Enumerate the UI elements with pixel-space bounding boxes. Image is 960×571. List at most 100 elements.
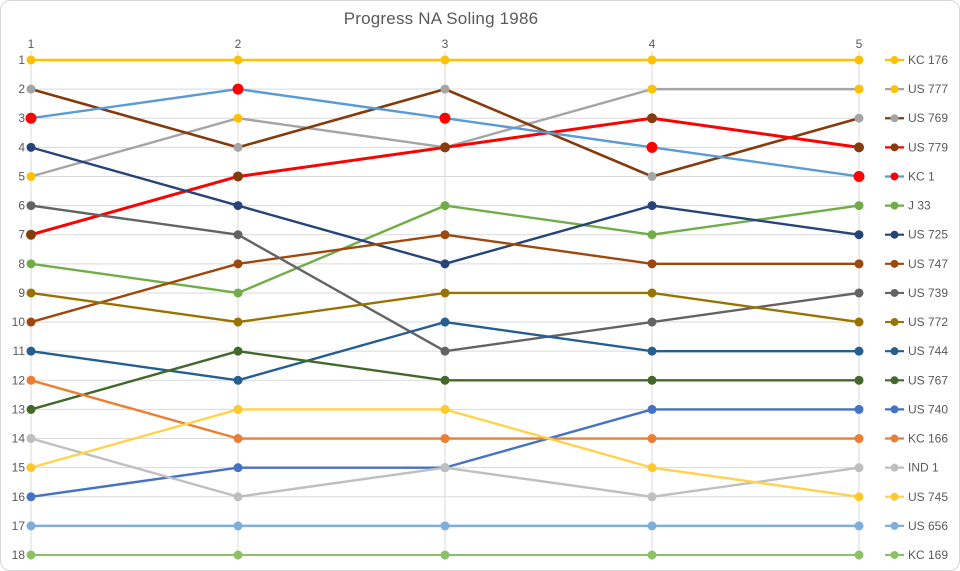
legend-item-kc-166: KC 166	[885, 432, 948, 446]
data-point-marker-us-769	[647, 171, 657, 181]
legend-marker-icon-us-777	[890, 85, 899, 94]
data-point-marker-kc-169	[233, 550, 243, 560]
data-point-marker-us-769	[26, 84, 36, 94]
legend-marker-icon-kc-1	[890, 172, 899, 181]
legend-marker-icon-us-656	[890, 521, 899, 530]
data-point-marker-us-740	[647, 404, 657, 414]
x-axis-tick-label: 4	[649, 37, 656, 51]
legend-marker-icon-us-725	[890, 230, 899, 239]
data-point-marker-kc-169	[647, 550, 657, 560]
data-point-marker-us-747	[233, 259, 243, 269]
legend-item-us-747: US 747	[885, 257, 948, 271]
legend-marker-icon-us-744	[890, 347, 899, 356]
data-point-marker-us-779	[233, 171, 243, 182]
data-point-marker-kc-166	[26, 375, 36, 385]
data-point-marker-us-779	[26, 229, 36, 240]
data-point-marker-kc-166	[440, 434, 450, 444]
y-axis-tick-label: 10	[12, 315, 26, 329]
data-point-marker-us-656	[233, 521, 243, 531]
legend-label-ind-1: IND 1	[908, 461, 939, 475]
data-point-marker-kc-166	[854, 434, 864, 444]
legend-item-us-656: US 656	[885, 519, 948, 533]
data-point-marker-us-747	[440, 230, 450, 240]
legend-marker-icon-ind-1	[890, 463, 899, 472]
data-point-marker-us-744	[440, 317, 450, 327]
data-point-marker-kc-176	[26, 55, 36, 65]
data-point-marker-kc-176	[233, 55, 243, 65]
data-point-marker-us-745	[854, 492, 864, 502]
x-axis-tick-label: 5	[856, 37, 863, 51]
data-point-marker-us-744	[233, 375, 243, 385]
data-point-marker-us-772	[233, 317, 243, 327]
data-point-marker-us-779	[854, 142, 864, 153]
y-axis-tick-label: 7	[18, 228, 25, 242]
legend-marker-icon-us-769	[890, 114, 899, 123]
data-point-marker-us-777	[233, 113, 243, 123]
data-point-marker-us-767	[647, 375, 657, 385]
data-point-marker-us-745	[647, 463, 657, 473]
legend-label-us-745: US 745	[908, 490, 948, 504]
legend-label-kc-166: KC 166	[908, 432, 948, 446]
x-axis-tick-label: 3	[442, 37, 449, 51]
data-point-marker-us-747	[647, 259, 657, 269]
legend-marker-icon-us-772	[890, 318, 899, 327]
data-point-marker-us-769	[854, 113, 864, 123]
legend-item-us-725: US 725	[885, 228, 948, 242]
data-point-marker-kc-1	[439, 112, 451, 124]
legend-marker-icon-us-767	[890, 376, 899, 385]
data-point-marker-us-739	[440, 346, 450, 356]
legend-label-kc-1: KC 1	[908, 169, 935, 183]
data-point-marker-us-725	[440, 259, 450, 269]
data-point-marker-us-747	[26, 317, 36, 327]
series-us-747	[26, 230, 864, 327]
y-axis-tick-label: 8	[18, 257, 25, 271]
data-point-marker-us-772	[440, 288, 450, 298]
legend-marker-icon-us-739	[890, 288, 899, 297]
y-axis-tick-label: 13	[12, 402, 26, 416]
data-point-marker-kc-1	[853, 170, 865, 182]
legend-label-us-740: US 740	[908, 402, 948, 416]
data-point-marker-us-779	[647, 113, 657, 124]
legend-marker-icon-us-779	[890, 143, 899, 152]
data-point-marker-j-33	[440, 201, 450, 211]
data-point-marker-ind-1	[854, 463, 864, 473]
data-point-marker-kc-1	[646, 141, 658, 153]
legend-label-us-767: US 767	[908, 373, 948, 387]
legend: KC 176 US 777 US 769 US 779 KC 1 J 33 US 725 US…	[885, 53, 948, 562]
data-point-marker-us-739	[647, 317, 657, 327]
y-axis-tick-label: 12	[12, 373, 26, 387]
legend-marker-icon-j-33	[890, 201, 899, 210]
data-point-marker-us-745	[233, 404, 243, 414]
legend-marker-icon-kc-176	[890, 56, 899, 64]
data-point-marker-ind-1	[26, 434, 36, 444]
data-point-marker-us-725	[854, 230, 864, 240]
data-point-marker-us-772	[854, 317, 864, 327]
data-point-marker-us-744	[854, 346, 864, 356]
data-point-marker-us-777	[26, 171, 36, 181]
data-point-marker-us-769	[440, 84, 450, 94]
legend-label-us-777: US 777	[908, 82, 948, 96]
data-point-marker-us-779	[440, 142, 450, 153]
series-kc-1	[25, 83, 865, 182]
legend-marker-icon-kc-166	[890, 434, 899, 443]
data-point-marker-kc-166	[233, 434, 243, 444]
y-axis-tick-label: 15	[12, 461, 26, 475]
data-point-marker-us-739	[233, 230, 243, 240]
data-point-marker-ind-1	[233, 492, 243, 502]
legend-item-us-779: US 779	[885, 140, 948, 154]
data-point-marker-us-767	[854, 375, 864, 385]
series-us-745	[26, 404, 864, 502]
legend-marker-icon-kc-169	[890, 551, 899, 559]
legend-item-us-740: US 740	[885, 402, 948, 416]
data-point-marker-j-33	[647, 230, 657, 240]
legend-marker-icon-us-740	[890, 405, 899, 414]
legend-marker-icon-us-747	[890, 259, 899, 268]
data-point-marker-us-745	[26, 463, 36, 473]
x-axis-tick-label: 1	[28, 37, 35, 51]
data-point-marker-us-740	[26, 492, 36, 502]
y-axis-tick-label: 18	[12, 548, 26, 562]
data-point-marker-kc-166	[647, 434, 657, 444]
data-point-marker-kc-1	[25, 112, 37, 124]
